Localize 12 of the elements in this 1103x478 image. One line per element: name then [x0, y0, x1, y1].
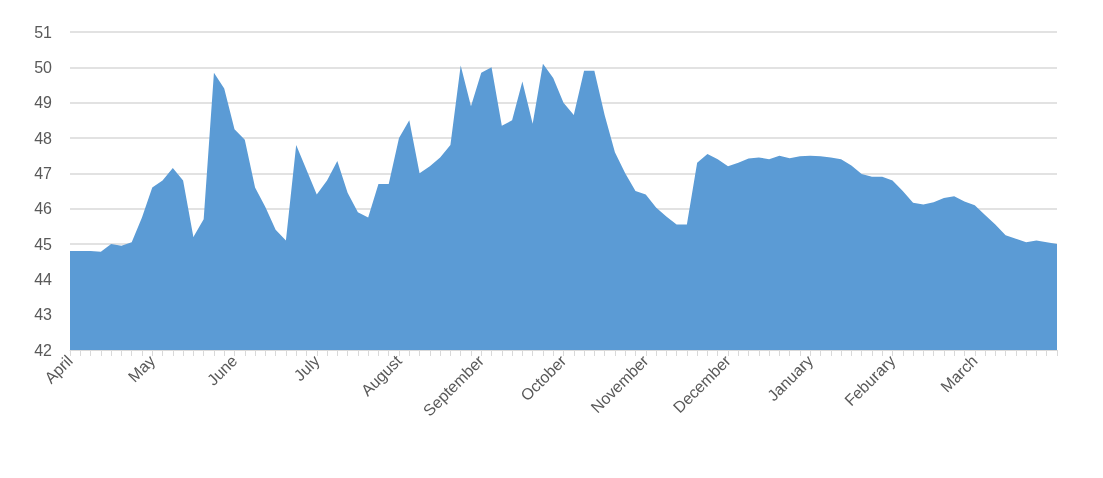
y-tick-label: 45 [34, 235, 53, 253]
y-tick-label: 42 [34, 341, 53, 359]
y-tick-label: 49 [34, 94, 53, 112]
y-tick-label: 51 [34, 23, 53, 41]
y-tick-label: 43 [34, 306, 53, 324]
y-tick-label: 44 [34, 270, 53, 288]
y-tick-label: 46 [34, 200, 53, 218]
y-tick-label: 47 [34, 164, 53, 182]
x-tick-label: July [290, 351, 323, 385]
x-tick-label: May [124, 351, 159, 386]
y-tick-label: 48 [34, 129, 53, 147]
y-tick-label: 50 [34, 58, 53, 76]
